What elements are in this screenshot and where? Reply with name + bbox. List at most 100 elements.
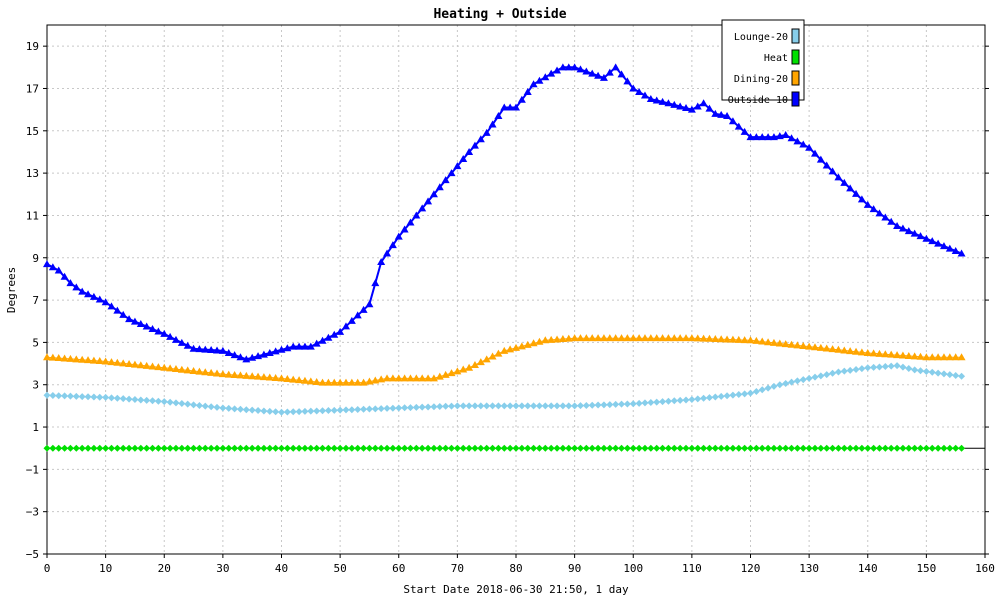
- data-point-outside-10: [769, 133, 778, 141]
- data-point-outside-10: [207, 346, 216, 354]
- data-point-lounge-20: [131, 396, 139, 404]
- data-point-outside-10: [687, 105, 696, 113]
- data-point-heat: [682, 444, 690, 452]
- data-point-outside-10: [177, 338, 186, 346]
- data-point-lounge-20: [160, 398, 168, 406]
- data-point-dining-20: [60, 354, 69, 362]
- data-point-lounge-20: [899, 363, 907, 371]
- data-point-heat: [870, 444, 878, 452]
- data-point-heat: [571, 444, 579, 452]
- y-tick-label: 7: [32, 294, 39, 307]
- data-point-heat: [365, 444, 373, 452]
- data-point-heat: [606, 444, 614, 452]
- series-group: [43, 63, 966, 452]
- data-point-dining-20: [852, 347, 861, 355]
- data-point-heat: [500, 444, 508, 452]
- data-point-lounge-20: [817, 372, 825, 380]
- data-point-lounge-20: [254, 407, 262, 415]
- data-point-heat: [817, 444, 825, 452]
- data-point-heat: [711, 444, 719, 452]
- data-point-dining-20: [271, 373, 280, 381]
- data-point-heat: [172, 444, 180, 452]
- data-point-outside-10: [406, 218, 415, 226]
- x-tick-label: 60: [392, 562, 405, 575]
- data-point-dining-20: [318, 378, 327, 386]
- data-point-lounge-20: [225, 404, 233, 412]
- data-point-outside-10: [623, 77, 632, 85]
- data-point-heat: [946, 444, 954, 452]
- data-point-heat: [518, 444, 526, 452]
- data-point-lounge-20: [266, 407, 274, 415]
- data-point-lounge-20: [782, 379, 790, 387]
- data-point-outside-10: [822, 161, 831, 169]
- data-point-outside-10: [670, 100, 679, 108]
- data-point-lounge-20: [612, 400, 620, 408]
- data-point-dining-20: [875, 349, 884, 357]
- data-point-dining-20: [764, 338, 773, 346]
- data-point-outside-10: [939, 242, 948, 250]
- data-point-dining-20: [224, 370, 233, 378]
- data-point-lounge-20: [260, 407, 268, 415]
- data-point-outside-10: [377, 257, 386, 265]
- data-point-dining-20: [254, 372, 263, 380]
- data-point-outside-10: [324, 333, 333, 341]
- data-point-dining-20: [429, 374, 438, 382]
- data-point-outside-10: [171, 335, 180, 343]
- data-point-heat: [758, 444, 766, 452]
- data-point-dining-20: [113, 358, 122, 366]
- data-point-heat: [348, 444, 356, 452]
- data-point-lounge-20: [96, 393, 104, 401]
- data-point-lounge-20: [829, 369, 837, 377]
- data-point-dining-20: [166, 364, 175, 372]
- y-tick-label: −5: [26, 548, 39, 561]
- data-point-lounge-20: [541, 402, 549, 410]
- data-point-heat: [319, 444, 327, 452]
- data-point-outside-10: [594, 71, 603, 79]
- data-point-outside-10: [617, 70, 626, 78]
- data-point-lounge-20: [342, 406, 350, 414]
- series-lounge-20: [43, 362, 966, 416]
- data-point-outside-10: [84, 290, 93, 298]
- data-point-lounge-20: [494, 402, 502, 410]
- data-point-dining-20: [66, 354, 75, 362]
- data-point-outside-10: [699, 99, 708, 107]
- data-point-dining-20: [394, 374, 403, 382]
- data-point-lounge-20: [928, 368, 936, 376]
- x-tick-label: 20: [158, 562, 171, 575]
- data-point-outside-10: [570, 63, 579, 71]
- data-point-dining-20: [898, 351, 907, 359]
- data-point-outside-10: [54, 266, 63, 274]
- data-point-outside-10: [875, 209, 884, 217]
- legend-swatch-lounge-20: [791, 28, 800, 44]
- data-point-dining-20: [54, 354, 63, 362]
- data-point-heat: [143, 444, 151, 452]
- data-point-dining-20: [324, 378, 333, 386]
- data-point-dining-20: [230, 370, 239, 378]
- data-point-heat: [190, 444, 198, 452]
- data-point-heat: [717, 444, 725, 452]
- data-point-lounge-20: [336, 406, 344, 414]
- data-point-dining-20: [682, 334, 691, 342]
- data-point-outside-10: [341, 322, 350, 330]
- x-tick-label: 90: [568, 562, 581, 575]
- data-point-outside-10: [957, 249, 966, 257]
- data-point-lounge-20: [747, 389, 754, 397]
- data-point-lounge-20: [360, 405, 368, 413]
- data-point-dining-20: [646, 334, 655, 342]
- data-point-outside-10: [435, 183, 444, 191]
- y-tick-label: 3: [32, 379, 39, 392]
- data-point-outside-10: [863, 200, 872, 208]
- data-point-dining-20: [711, 335, 720, 343]
- data-point-dining-20: [717, 335, 726, 343]
- data-point-heat: [453, 444, 461, 452]
- data-point-heat: [254, 444, 262, 452]
- data-point-outside-10: [160, 329, 169, 337]
- x-tick-label: 130: [799, 562, 819, 575]
- data-point-dining-20: [441, 370, 450, 378]
- data-point-dining-20: [816, 343, 825, 351]
- data-point-heat: [553, 444, 561, 452]
- data-point-dining-20: [840, 346, 849, 354]
- data-point-heat: [412, 444, 420, 452]
- data-point-lounge-20: [893, 362, 901, 370]
